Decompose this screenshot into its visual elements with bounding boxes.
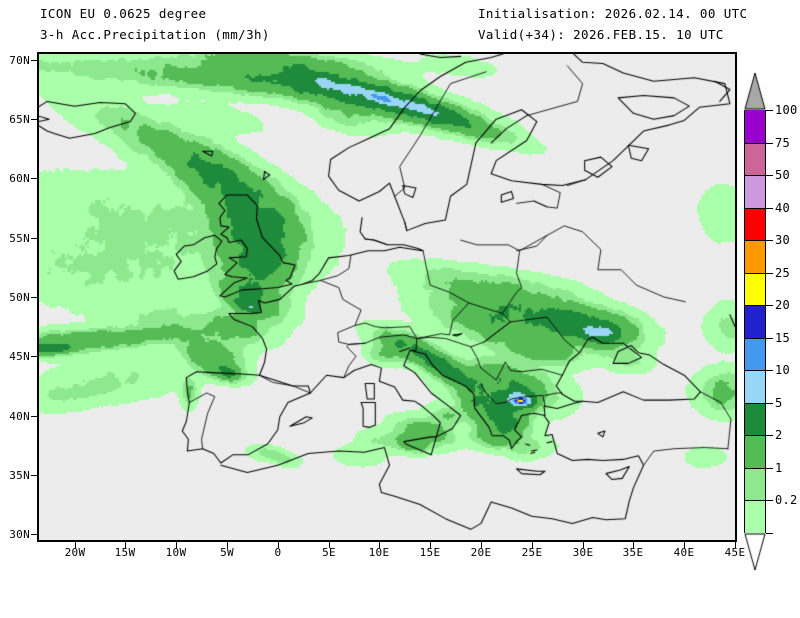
x-tick [176, 542, 177, 548]
colorbar-under-arrow [744, 533, 766, 571]
x-tick [227, 542, 228, 548]
x-tick [583, 542, 584, 548]
colorbar-tick [766, 468, 773, 469]
x-tick-label: 35E [622, 546, 644, 559]
y-tick-label: 50N [9, 291, 30, 304]
x-tick-label: 15W [114, 546, 136, 559]
colorbar-label: 20 [775, 298, 791, 312]
colorbar-frame [744, 110, 766, 533]
y-tick [31, 534, 37, 535]
colorbar-label: 50 [775, 168, 791, 182]
colorbar-segment [744, 272, 766, 306]
colorbar-tick [766, 110, 773, 111]
y-tick-label: 55N [9, 232, 30, 245]
colorbar-segment [744, 500, 766, 533]
colorbar-label: 1 [775, 461, 783, 475]
colorbar-segment [744, 240, 766, 273]
colorbar-tick [766, 143, 773, 144]
colorbar-segments [744, 110, 766, 533]
colorbar-label: 2 [775, 428, 783, 442]
y-tick-label: 35N [9, 469, 30, 482]
colorbar-label: 40 [775, 201, 791, 215]
colorbar-label: 15 [775, 331, 791, 345]
colorbar-label: 5 [775, 396, 783, 410]
x-tick [329, 542, 330, 548]
x-tick-label: 0 [274, 546, 282, 559]
x-tick-label: 45E [724, 546, 746, 559]
x-tick-label: 10E [368, 546, 390, 559]
x-tick-label: 25E [521, 546, 543, 559]
y-tick [31, 119, 37, 120]
x-tick [684, 542, 685, 548]
x-tick-label: 5W [220, 546, 234, 559]
x-tick [481, 542, 482, 548]
x-tick-label: 30E [572, 546, 594, 559]
y-tick-label: 70N [9, 54, 30, 67]
colorbar-label: 0.2 [775, 493, 798, 507]
y-tick [31, 475, 37, 476]
colorbar-segment [744, 370, 766, 403]
x-tick [125, 542, 126, 548]
colorbar-segment [744, 207, 766, 241]
colorbar-segment [744, 142, 766, 176]
map-plot-area [37, 52, 737, 542]
y-tick [31, 60, 37, 61]
y-tick [31, 297, 37, 298]
y-tick-label: 65N [9, 113, 30, 126]
colorbar-segment [744, 110, 766, 143]
colorbar: 100 75 50 40 30 25 20 15 10 5 2 1 0.2 [740, 62, 800, 571]
colorbar-tick [766, 370, 773, 371]
y-tick [31, 238, 37, 239]
x-tick-label: 20E [470, 546, 492, 559]
precipitation-map-canvas [39, 54, 735, 540]
y-tick [31, 416, 37, 417]
x-tick-label: 15E [419, 546, 441, 559]
colorbar-segment [744, 402, 766, 436]
field-title: 3-h Acc.Precipitation (mm/3h) [40, 27, 270, 42]
x-tick [278, 542, 279, 548]
x-tick [75, 542, 76, 548]
x-tick [430, 542, 431, 548]
y-tick-label: 45N [9, 350, 30, 363]
y-tick [31, 178, 37, 179]
colorbar-segment [744, 467, 766, 501]
colorbar-tick [766, 305, 773, 306]
colorbar-label: 100 [775, 103, 798, 117]
colorbar-tick [766, 208, 773, 209]
colorbar-segment [744, 305, 766, 338]
colorbar-tick [766, 240, 773, 241]
colorbar-label: 30 [775, 233, 791, 247]
y-tick [31, 356, 37, 357]
initialisation-time: Initialisation: 2026.02.14. 00 UTC [478, 6, 748, 21]
model-title: ICON EU 0.0625 degree [40, 6, 207, 21]
x-tick [379, 542, 380, 548]
x-tick-label: 10W [165, 546, 187, 559]
x-tick-label: 5E [322, 546, 336, 559]
colorbar-over-arrow [744, 72, 766, 110]
valid-time: Valid(+34): 2026.FEB.15. 10 UTC [478, 27, 724, 42]
colorbar-tick [766, 500, 773, 501]
colorbar-tick [766, 273, 773, 274]
x-tick-label: 40E [673, 546, 695, 559]
colorbar-tick [766, 338, 773, 339]
x-tick [735, 542, 736, 548]
y-tick-label: 60N [9, 172, 30, 185]
x-tick [633, 542, 634, 548]
y-tick-label: 40N [9, 410, 30, 423]
y-tick-label: 30N [9, 528, 30, 541]
colorbar-tick [766, 403, 773, 404]
colorbar-segment [744, 337, 766, 371]
colorbar-tick [766, 175, 773, 176]
colorbar-label: 25 [775, 266, 791, 280]
x-tick [532, 542, 533, 548]
colorbar-label: 10 [775, 363, 791, 377]
colorbar-segment [744, 175, 766, 208]
colorbar-segment [744, 435, 766, 468]
colorbar-label: 75 [775, 136, 791, 150]
colorbar-tick [766, 533, 773, 534]
colorbar-tick [766, 435, 773, 436]
x-tick-label: 20W [64, 546, 86, 559]
